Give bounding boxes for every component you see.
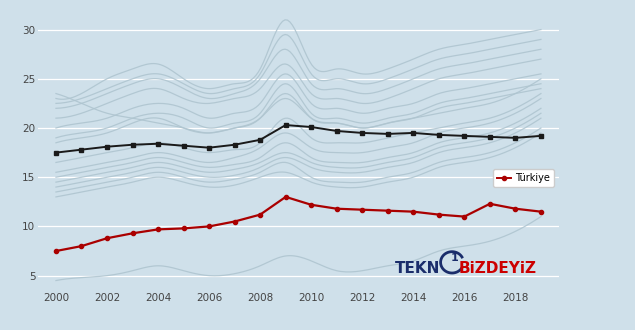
Text: BiZDEYiZ: BiZDEYiZ bbox=[458, 261, 537, 277]
Text: TEKN: TEKN bbox=[395, 261, 440, 277]
Legend: Türkiye: Türkiye bbox=[493, 169, 554, 187]
Text: 1: 1 bbox=[451, 253, 458, 263]
